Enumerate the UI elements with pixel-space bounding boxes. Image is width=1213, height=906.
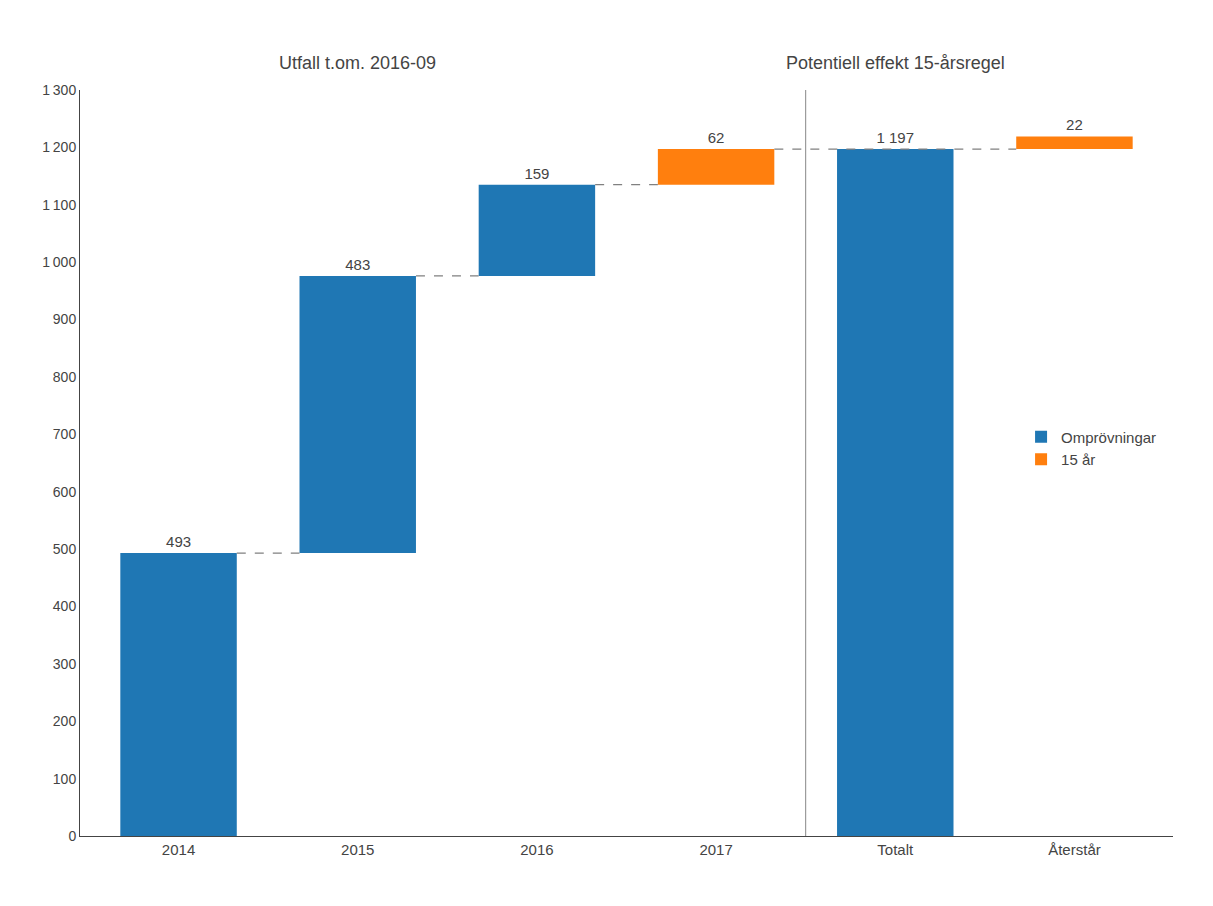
svg-text:400: 400 [53, 598, 77, 614]
svg-text:15 år: 15 år [1061, 451, 1095, 468]
svg-text:0: 0 [68, 828, 76, 844]
svg-text:200: 200 [53, 713, 77, 729]
svg-text:1 200: 1 200 [42, 139, 76, 155]
svg-text:1 300: 1 300 [42, 82, 76, 98]
svg-text:483: 483 [345, 256, 370, 273]
svg-text:2016: 2016 [520, 841, 553, 858]
svg-text:Återstår: Återstår [1048, 841, 1101, 858]
svg-text:700: 700 [53, 426, 77, 442]
svg-text:100: 100 [53, 771, 77, 787]
svg-text:159: 159 [524, 165, 549, 182]
svg-text:1 197: 1 197 [876, 129, 914, 146]
svg-text:900: 900 [53, 311, 77, 327]
svg-text:600: 600 [53, 484, 77, 500]
svg-text:300: 300 [53, 656, 77, 672]
svg-text:Potentiell effekt 15-årsregel: Potentiell effekt 15-årsregel [786, 53, 1005, 73]
svg-text:Omprövningar: Omprövningar [1061, 429, 1156, 446]
svg-text:22: 22 [1066, 116, 1083, 133]
svg-text:2017: 2017 [699, 841, 732, 858]
svg-text:2014: 2014 [162, 841, 195, 858]
svg-text:Utfall t.om. 2016-09: Utfall t.om. 2016-09 [279, 53, 436, 73]
svg-text:Totalt: Totalt [877, 841, 914, 858]
svg-text:500: 500 [53, 541, 77, 557]
svg-text:493: 493 [166, 533, 191, 550]
svg-text:1 000: 1 000 [42, 254, 76, 270]
svg-text:800: 800 [53, 369, 77, 385]
svg-text:1 100: 1 100 [42, 197, 76, 213]
svg-text:2015: 2015 [341, 841, 374, 858]
svg-text:62: 62 [708, 129, 725, 146]
